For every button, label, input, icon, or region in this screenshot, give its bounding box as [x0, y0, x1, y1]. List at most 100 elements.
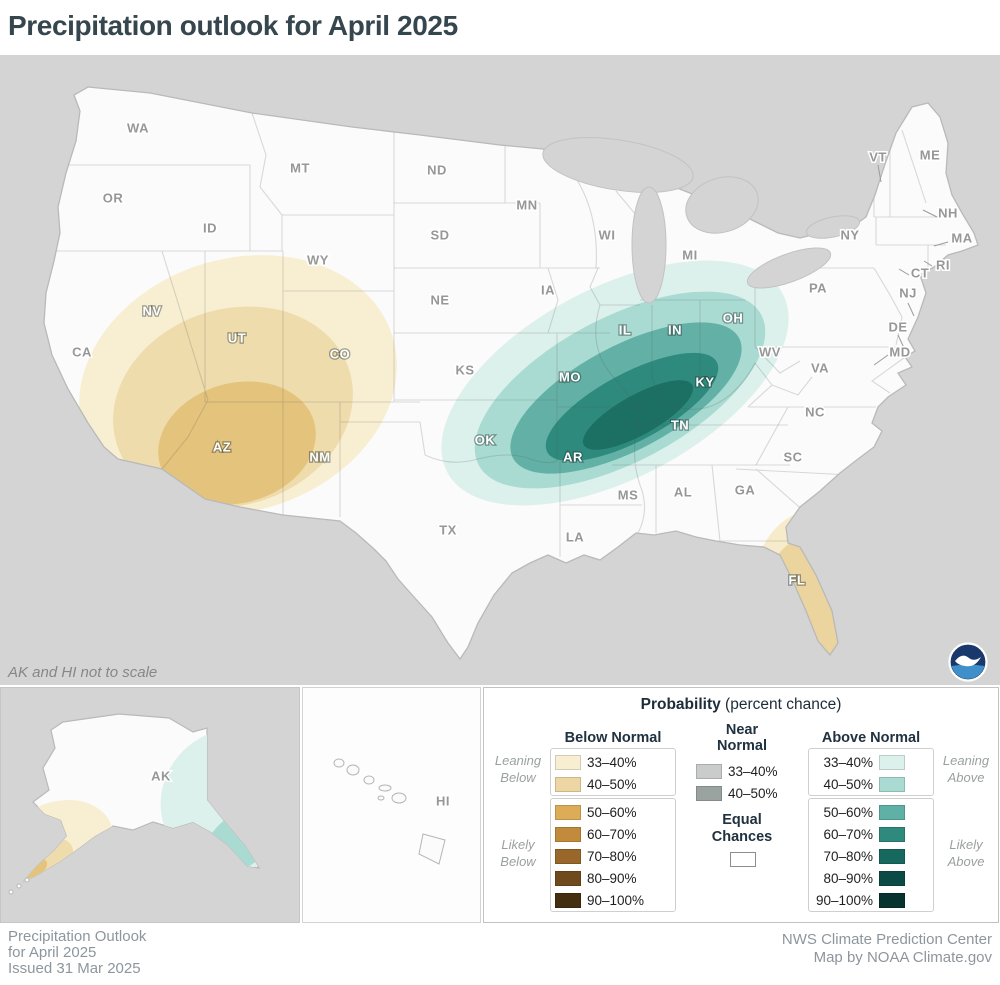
below-likely-group: 50–60% 60–70% 70–80% 80–90% 90–100% [550, 798, 676, 912]
legend-swatch [555, 848, 581, 864]
state-label-wi: WI [599, 228, 616, 243]
likely-above-label: Likely Above [934, 836, 998, 870]
state-label-nj: NJ [899, 286, 917, 301]
below-normal-contour-3 [158, 381, 316, 505]
legend-swatch [696, 785, 722, 801]
legend-range: 70–80% [587, 848, 637, 864]
legend-row: 40–50% [813, 773, 933, 795]
footer-left-line2: for April 2025 [8, 944, 97, 961]
state-label-nd: ND [427, 163, 447, 178]
equal-chances-label: Equal Chances [684, 812, 800, 846]
state-label-fl: FL [789, 573, 806, 588]
equal-chances-line2: Chances [711, 829, 773, 845]
page-title: Precipitation outlook for April 2025 [8, 10, 458, 41]
alaska-inset[interactable]: AK [0, 687, 300, 923]
state-borders [45, 112, 952, 557]
legend-swatch [879, 776, 905, 792]
state-label-ri: RI [936, 258, 950, 273]
likely-above-line2: Above [947, 854, 985, 869]
below-normal-header: Below Normal [564, 730, 662, 746]
state-label-ms: MS [618, 488, 639, 503]
state-label-ok: OK [475, 433, 496, 448]
lake-ontario [806, 215, 860, 239]
legend-range: 60–70% [823, 826, 873, 842]
main-map-panel: WA OR CA ID MT WY NV UT CO AZ NM ND SD NE KS OK TX MN IA MO… [0, 55, 1000, 685]
likely-below-line2: Below [500, 854, 536, 869]
state-label-de: DE [888, 320, 907, 335]
state-label-nh: NH [938, 206, 958, 221]
near-header-line1: Near [725, 722, 759, 738]
legend-range: 50–60% [587, 804, 637, 820]
legend-swatch [555, 892, 581, 908]
above-likely-group: 50–60% 60–70% 70–80% 80–90% 90–100% [808, 798, 934, 912]
legend-swatch [555, 804, 581, 820]
state-label-co: CO [330, 347, 351, 362]
legend-range: 80–90% [587, 870, 637, 886]
state-label-ct: CT [911, 266, 929, 281]
leaning-below-label: Leaning Below [486, 752, 550, 786]
scale-note: AK and HI not to scale [8, 664, 158, 681]
footer-right-line1: NWS Climate Prediction Center [781, 931, 992, 948]
leaning-above-line1: Leaning [942, 753, 990, 768]
near-normal-rows: 33–40% 40–50% [696, 760, 792, 804]
hawaii-islands [333, 758, 446, 865]
state-label-wa: WA [127, 121, 149, 136]
legend-row: 50–60% [813, 801, 933, 823]
legend-range: 40–50% [728, 785, 778, 801]
legend-swatch [879, 804, 905, 820]
leaning-above-line2: Above [947, 770, 985, 785]
state-label-or: OR [103, 191, 124, 206]
state-label-ny: NY [840, 228, 859, 243]
aleutian-islands [8, 877, 30, 895]
noaa-logo [948, 642, 988, 682]
legend-row: 40–50% [555, 773, 675, 795]
legend-row: 33–40% [813, 751, 933, 773]
state-label-ne: NE [430, 293, 449, 308]
legend-range: 33–40% [587, 754, 637, 770]
above-normal-header: Above Normal [821, 730, 921, 746]
legend-title-rest: (percent chance) [720, 696, 842, 713]
legend-swatch [555, 776, 581, 792]
legend-swatch [879, 892, 905, 908]
lake-superior [542, 137, 694, 193]
above-normal-contour-5 [582, 380, 694, 450]
near-normal-header: Near Normal [690, 722, 794, 754]
state-label-me: ME [920, 148, 941, 163]
state-label-nv: NV [142, 304, 161, 319]
footer-left: Precipitation Outlook for April 2025 Iss… [8, 929, 146, 977]
below-leaning-group: 33–40% 40–50% [550, 748, 676, 796]
above-leaning-group: 33–40% 40–50% [808, 748, 934, 796]
legend-row: 90–100% [813, 889, 933, 911]
footer-right: NWS Climate Prediction Center Map by NOA… [782, 931, 992, 967]
legend-swatch [555, 826, 581, 842]
state-label-la: LA [566, 530, 584, 545]
state-label-tn: TN [671, 418, 689, 433]
state-label-vt: VT [869, 150, 887, 165]
footer-left-line1: Precipitation Outlook [8, 928, 147, 945]
legend-row: 70–80% [555, 845, 675, 867]
legend-range: 33–40% [823, 754, 873, 770]
footer-right-line2: Map by NOAA Climate.gov [813, 949, 992, 966]
equal-chances-swatch [730, 852, 756, 867]
lake-erie [746, 247, 832, 289]
state-label-ga: GA [735, 483, 756, 498]
us-map[interactable]: WA OR CA ID MT WY NV UT CO AZ NM ND SD NE KS OK TX MN IA MO… [0, 55, 1000, 685]
header: Precipitation outlook for April 2025 [0, 0, 1000, 55]
legend-title-bold: Probability [640, 696, 721, 713]
legend-range: 90–100% [815, 892, 873, 908]
legend-row: 50–60% [555, 801, 675, 823]
hawaii-inset[interactable]: HI [302, 687, 481, 923]
legend-swatch [879, 870, 905, 886]
label-leader-lines [873, 164, 949, 366]
state-label-nm: NM [309, 450, 330, 465]
state-label-ky: KY [695, 375, 714, 390]
legend-row: 40–50% [696, 782, 792, 804]
state-label-pa: PA [809, 281, 827, 296]
state-label-ca: CA [72, 345, 92, 360]
legend-range: 60–70% [587, 826, 637, 842]
legend-row: 70–80% [813, 845, 933, 867]
legend-range: 70–80% [823, 848, 873, 864]
legend-row: 90–100% [555, 889, 675, 911]
legend-swatch [555, 754, 581, 770]
